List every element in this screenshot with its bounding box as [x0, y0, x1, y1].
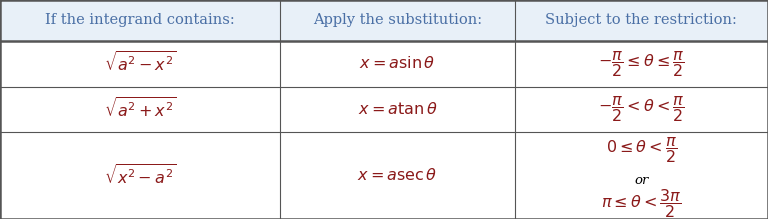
Bar — [515, 0, 768, 41]
Bar — [515, 132, 768, 219]
Text: $0 \leq \theta < \dfrac{\pi}{2}$: $0 \leq \theta < \dfrac{\pi}{2}$ — [605, 135, 677, 165]
Text: Apply the substitution:: Apply the substitution: — [313, 13, 482, 27]
Text: $-\dfrac{\pi}{2} < \theta < \dfrac{\pi}{2}$: $-\dfrac{\pi}{2} < \theta < \dfrac{\pi}{… — [598, 95, 685, 124]
Bar — [280, 132, 515, 219]
Bar — [280, 41, 515, 87]
Text: Subject to the restriction:: Subject to the restriction: — [545, 13, 737, 27]
Text: or: or — [634, 174, 648, 187]
Text: $\sqrt{a^2 + x^2}$: $\sqrt{a^2 + x^2}$ — [104, 98, 177, 121]
Bar — [0, 41, 280, 87]
Bar — [280, 87, 515, 132]
Text: $\sqrt{a^2 - x^2}$: $\sqrt{a^2 - x^2}$ — [104, 52, 177, 75]
Text: $x = a\sin\theta$: $x = a\sin\theta$ — [359, 55, 435, 72]
Bar — [280, 0, 515, 41]
Text: If the integrand contains:: If the integrand contains: — [45, 13, 235, 27]
Text: $\sqrt{x^2 - a^2}$: $\sqrt{x^2 - a^2}$ — [104, 164, 177, 188]
Text: $x = a\tan\theta$: $x = a\tan\theta$ — [358, 101, 437, 118]
Text: $x = a\sec\theta$: $x = a\sec\theta$ — [357, 167, 438, 184]
Bar — [0, 0, 280, 41]
Bar — [0, 132, 280, 219]
Text: $-\dfrac{\pi}{2} \leq \theta \leq \dfrac{\pi}{2}$: $-\dfrac{\pi}{2} \leq \theta \leq \dfrac… — [598, 49, 685, 78]
Bar — [515, 41, 768, 87]
Text: $\pi \leq \theta < \dfrac{3\pi}{2}$: $\pi \leq \theta < \dfrac{3\pi}{2}$ — [601, 187, 682, 219]
Bar — [0, 87, 280, 132]
Bar — [515, 87, 768, 132]
